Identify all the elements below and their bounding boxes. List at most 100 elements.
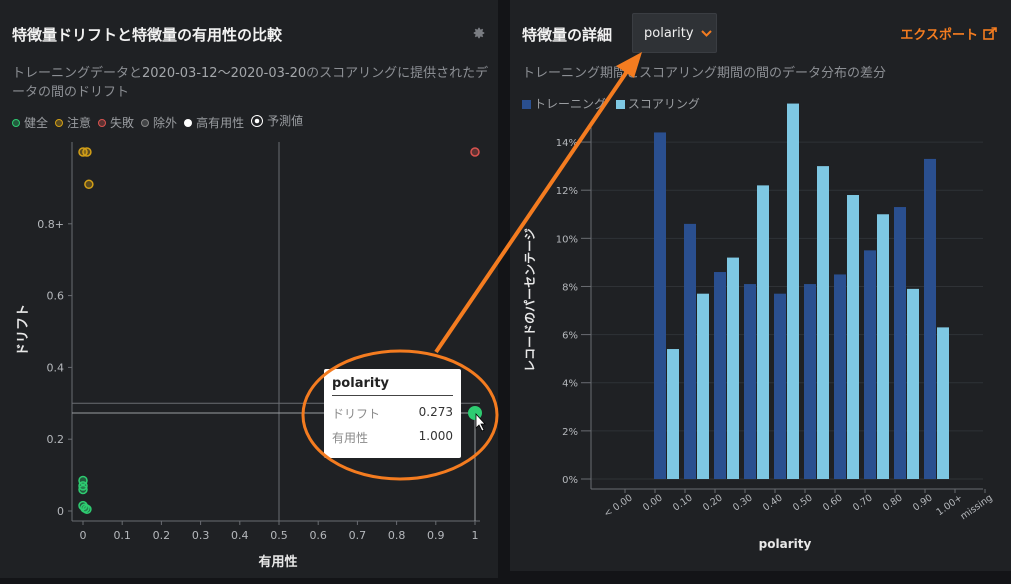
bar-scoring xyxy=(787,103,799,479)
legend-swatch xyxy=(141,118,150,127)
y-tick-label: 12% xyxy=(556,186,578,197)
external-link-icon xyxy=(983,27,997,40)
bar-scoring xyxy=(667,349,679,479)
legend-swatch xyxy=(55,118,64,127)
tooltip-title: polarity xyxy=(332,376,390,391)
bar-scoring xyxy=(907,288,919,479)
x-tick-label: 0.9 xyxy=(427,529,445,542)
y-tick-label: 8% xyxy=(562,282,578,293)
bar-scoring xyxy=(727,257,739,479)
x-tick-label: 0.30 xyxy=(731,492,755,513)
highlighted-point xyxy=(468,405,482,420)
scatter-point xyxy=(84,179,94,190)
bar-scoring xyxy=(877,214,889,479)
bar-training xyxy=(684,223,696,479)
bar-scoring xyxy=(697,293,709,479)
drift-panel-title: 特徴量ドリフトと特徴量の有用性の比較 xyxy=(12,26,283,44)
tooltip-key: ドリフト xyxy=(332,407,381,421)
x-tick-label: 0.8 xyxy=(388,529,406,542)
x-tick-label: 0.7 xyxy=(349,529,367,542)
legend-swatch xyxy=(12,118,20,127)
legend-swatch xyxy=(184,118,193,127)
bar-scoring xyxy=(757,185,769,480)
y-tick-label: 6% xyxy=(562,331,578,342)
y-tick-label: 10% xyxy=(556,234,578,245)
y-axis-label: レコードのパーセンテージ xyxy=(523,228,537,372)
x-tick-label: 0 xyxy=(80,529,87,542)
x-tick-label: 0.4 xyxy=(231,529,249,542)
feature-details-panel: 特徴量の詳細 polarity エクスポート トレーニング期間とスコアリング期間… xyxy=(510,0,1011,571)
legend-scoring: スコアリング xyxy=(627,97,700,111)
y-tick-label: 0.6 xyxy=(47,290,65,303)
tooltip-row-drift: ドリフト 0.273 xyxy=(332,405,453,422)
bar-training xyxy=(924,158,936,479)
legend-label: 高有用性 xyxy=(196,116,245,130)
feature-select-value: polarity xyxy=(644,25,694,41)
tooltip-value: 1.000 xyxy=(418,429,453,443)
gear-icon[interactable] xyxy=(472,26,486,40)
y-tick-label: 0% xyxy=(562,475,578,486)
tooltip-key: 有用性 xyxy=(332,431,369,445)
bar-training xyxy=(864,250,876,479)
legend-label: 予測値 xyxy=(267,114,304,128)
bar-training xyxy=(834,274,846,479)
legend-swatch xyxy=(251,114,264,127)
x-tick-label: 0.60 xyxy=(821,492,845,513)
y-tick-label: 0.2 xyxy=(47,433,65,446)
x-tick-label: < 0.00 xyxy=(602,492,635,519)
status-legend: 健全 注意 失敗 除外 高有用性 予測値 xyxy=(12,112,310,131)
legend-item: 健全 xyxy=(12,114,48,131)
x-tick-label: 0.00 xyxy=(641,492,665,513)
x-tick-label: 0.20 xyxy=(701,492,725,513)
feature-select-dropdown[interactable]: polarity xyxy=(632,13,717,53)
legend-item: 除外 xyxy=(141,114,177,131)
legend-item: 高有用性 xyxy=(184,114,244,131)
x-tick-label: 1 xyxy=(472,529,479,542)
feature-tooltip: polarity ドリフト 0.273 有用性 1.000 xyxy=(324,369,461,458)
x-tick-label: 0.70 xyxy=(851,492,875,513)
y-tick-label: 14% xyxy=(556,138,578,149)
details-panel-title: 特徴量の詳細 xyxy=(522,26,613,44)
legend-swatch xyxy=(98,118,107,127)
x-tick-label: 0.6 xyxy=(309,529,327,542)
scatter-point xyxy=(82,504,92,514)
bar-training xyxy=(804,284,816,479)
y-axis-label: ドリフト xyxy=(16,304,31,356)
x-tick-label: 0.2 xyxy=(153,529,171,542)
x-axis-label: 有用性 xyxy=(258,554,297,570)
y-tick-label: 0.8+ xyxy=(37,218,64,231)
export-button[interactable]: エクスポート xyxy=(900,24,997,43)
bar-scoring xyxy=(817,166,829,479)
legend-label: 注意 xyxy=(67,116,92,130)
drift-scatter-chart: 0 0.2 0.4 0.6 0.8+ 0 0.1 0.2 0.3 0.4 0.5 0.6 0.7 0.8 0… xyxy=(16,142,482,570)
chevron-down-icon xyxy=(700,29,712,37)
y-tick-label: 0.4 xyxy=(47,361,65,374)
legend-label: 失敗 xyxy=(110,116,135,130)
x-axis-label: polarity xyxy=(759,537,812,551)
x-tick-label: missing xyxy=(959,492,995,522)
bar-training xyxy=(654,132,666,479)
bar-scoring xyxy=(937,327,949,479)
legend-label: 除外 xyxy=(153,116,178,130)
bar-training xyxy=(774,293,786,479)
feature-drift-panel: 特徴量ドリフトと特徴量の有用性の比較 トレーニングデータと2020-03-12〜… xyxy=(0,0,498,578)
drift-panel-subtitle: トレーニングデータと2020-03-12〜2020-03-20のスコアリングに提… xyxy=(12,66,489,100)
export-label: エクスポート xyxy=(900,28,978,43)
distribution-bar-chart: 0% 2% 4% 6% 8% 10% 12% 14% < 0.00 0.00 0.10 0.20 0.3… xyxy=(523,103,995,551)
legend-item: 注意 xyxy=(55,114,91,131)
legend-item: 予測値 xyxy=(251,112,303,129)
legend-label: 健全 xyxy=(24,116,49,130)
bar-training xyxy=(744,284,756,479)
scatter-point xyxy=(82,147,92,157)
x-tick-label: 0.80 xyxy=(881,492,905,513)
y-tick-label: 0 xyxy=(57,505,64,518)
legend-item: 失敗 xyxy=(98,114,134,131)
x-tick-label: 0.10 xyxy=(671,492,695,513)
x-tick-label: 0.40 xyxy=(761,492,785,513)
bar-training xyxy=(894,207,906,479)
x-tick-label: 0.90 xyxy=(911,492,935,513)
bar-training xyxy=(714,272,726,479)
x-tick-label: 0.1 xyxy=(113,529,131,542)
x-tick-label: 0.3 xyxy=(192,529,210,542)
y-tick-label: 2% xyxy=(562,427,578,438)
